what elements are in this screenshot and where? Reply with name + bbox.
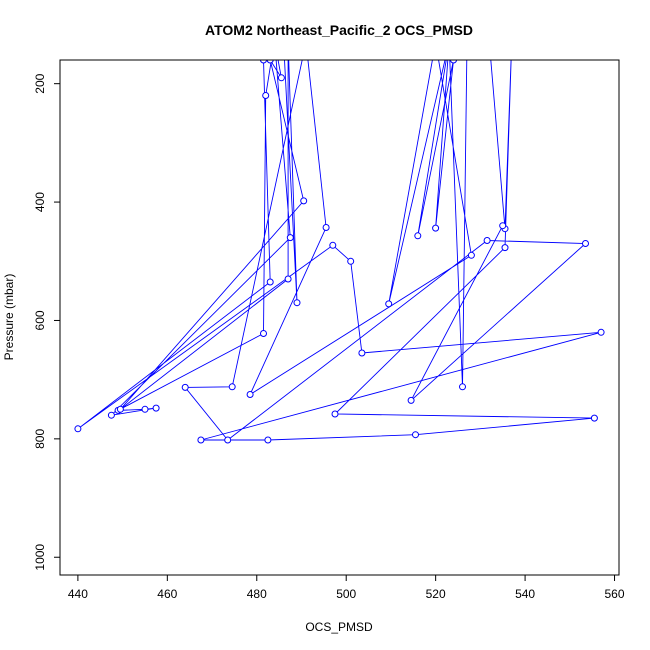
data-point [266, 60, 274, 64]
data-point [116, 405, 124, 413]
data-point [197, 436, 205, 444]
data-point [266, 278, 274, 286]
data-point [300, 197, 308, 205]
x-tick-label: 440 [68, 587, 88, 601]
data-point [582, 240, 589, 247]
data-point [260, 60, 267, 64]
data-point [262, 92, 270, 99]
data-point [181, 383, 189, 391]
data-point [385, 300, 393, 308]
data-point [228, 383, 236, 391]
data-point [74, 425, 82, 433]
data-point [329, 241, 337, 249]
x-axis-label: OCS_PMSD [305, 620, 373, 634]
data-point [597, 328, 605, 336]
plot-area [59, 59, 620, 576]
data-point [246, 391, 254, 398]
data-point [414, 232, 422, 240]
data-point [407, 396, 415, 404]
x-tick-label: 460 [157, 587, 177, 601]
y-axis: 200 400 600 800 1000 [33, 73, 60, 571]
x-tick-label: 480 [247, 587, 267, 601]
data-point [331, 410, 339, 418]
data-point [499, 222, 507, 230]
data-point [107, 411, 115, 419]
data-point [322, 224, 330, 231]
data-point [459, 383, 466, 391]
x-tick-label: 560 [605, 587, 625, 601]
data-point [501, 244, 509, 252]
data-point [224, 436, 232, 444]
data-point [432, 224, 440, 232]
data-point [152, 404, 160, 412]
data-point [483, 237, 491, 244]
data-point [450, 60, 457, 64]
x-tick-label: 500 [336, 587, 356, 601]
y-tick-label: 200 [33, 73, 47, 93]
x-tick-label: 540 [515, 587, 535, 601]
y-tick-label: 600 [33, 310, 47, 330]
data-point [590, 414, 598, 422]
data-point [347, 257, 355, 265]
data-point [412, 431, 419, 439]
data-point [467, 251, 475, 259]
data-point [286, 234, 294, 242]
plot-frame [59, 59, 620, 576]
y-tick-label: 1000 [33, 544, 47, 571]
series-line [77, 60, 602, 441]
y-tick-label: 800 [33, 429, 47, 449]
data-point [293, 299, 301, 307]
series-layer [74, 60, 605, 444]
data-point [260, 330, 267, 337]
data-point [284, 275, 292, 283]
data-point [358, 349, 366, 357]
data-point [277, 74, 285, 82]
data-point [141, 405, 149, 413]
data-point [264, 436, 272, 444]
chart-title: ATOM2 Northeast_Pacific_2 OCS_PMSD [205, 22, 473, 38]
x-axis: 440 460 480 500 520 540 560 [68, 575, 625, 601]
y-tick-label: 400 [33, 192, 47, 212]
x-tick-label: 520 [426, 587, 446, 601]
y-axis-label: Pressure (mbar) [2, 274, 16, 361]
